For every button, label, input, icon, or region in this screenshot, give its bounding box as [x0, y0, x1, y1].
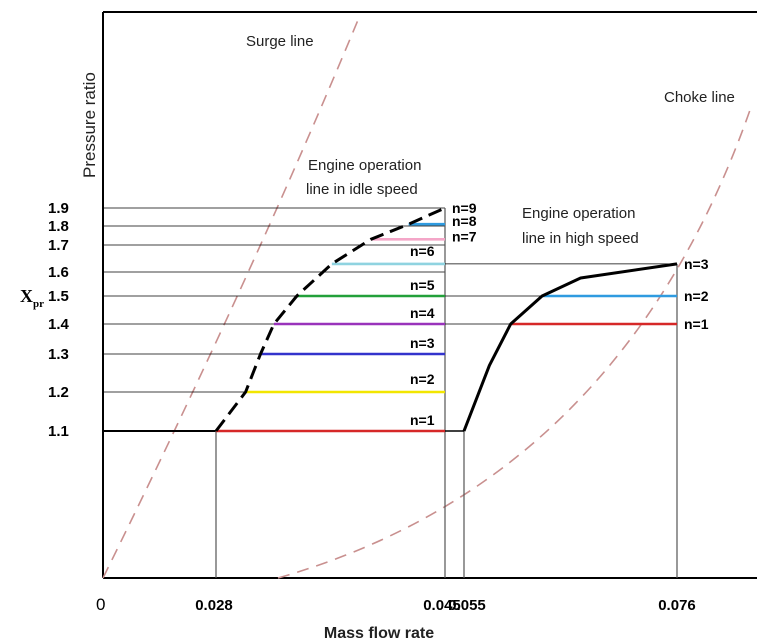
x-axis-title: Mass flow rate	[324, 625, 434, 642]
y-axis-symbol-sub: pr	[33, 298, 44, 310]
idle-speed-label: n=9	[452, 200, 477, 216]
high-speed-label: n=1	[684, 316, 709, 332]
x-tick-label: 0.076	[658, 597, 696, 614]
y-tick-label: 1.7	[48, 237, 69, 254]
choke-line	[277, 109, 751, 579]
surge-line-label: Surge line	[246, 33, 314, 50]
idle-speed-label: n=4	[410, 305, 435, 321]
y-tick-label: 1.4	[48, 316, 70, 333]
high-operation-label-2: line in high speed	[522, 230, 639, 247]
idle-speed-label: n=7	[452, 228, 477, 244]
x-tick-label: 0.045	[423, 597, 461, 614]
high-speed-label: n=2	[684, 288, 709, 304]
y-axis-symbol-main: X	[20, 286, 33, 306]
high-operation-label-1: Engine operation	[522, 205, 635, 222]
idle-operation-line	[214, 206, 446, 432]
y-tick-label: 1.8	[48, 218, 69, 235]
idle-speed-label: n=2	[410, 371, 435, 387]
idle-speed-label: n=8	[452, 213, 477, 229]
x-tick-label: 0.055	[448, 597, 486, 614]
y-tick-label: 1.1	[48, 423, 69, 440]
idle-operation-label-2: line in idle speed	[306, 181, 418, 198]
y-axis-symbol: Xpr	[20, 286, 44, 310]
y-tick-label: 1.5	[48, 288, 69, 305]
idle-speed-label: n=6	[410, 243, 435, 259]
x-origin-label: 0	[96, 595, 105, 614]
choke-line-label: Choke line	[664, 89, 735, 106]
high-speed-label: n=3	[684, 256, 709, 272]
y-tick-label: 1.6	[48, 264, 69, 281]
y-tick-label: 1.2	[48, 384, 69, 401]
idle-speed-label: n=3	[410, 335, 435, 351]
surge-line	[102, 19, 359, 579]
x-tick-label: 0.028	[195, 597, 233, 614]
idle-operation-label-1: Engine operation	[308, 157, 421, 174]
idle-speed-label: n=1	[410, 412, 435, 428]
y-tick-label: 1.9	[48, 200, 69, 217]
y-axis-title: Pressure ratio	[80, 72, 99, 178]
high-operation-line	[462, 262, 678, 432]
y-tick-label: 1.3	[48, 346, 69, 363]
idle-speed-label: n=5	[410, 277, 435, 293]
